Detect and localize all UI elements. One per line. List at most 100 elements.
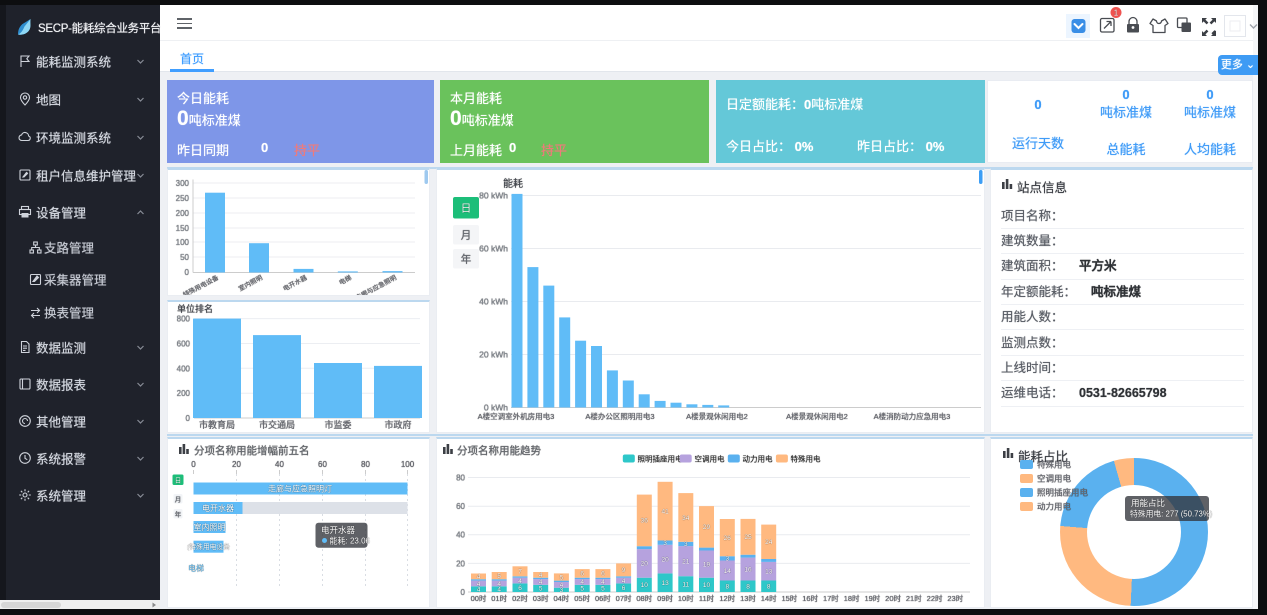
svg-text:300: 300 — [176, 179, 190, 188]
svg-text:100: 100 — [176, 238, 190, 247]
svg-text:4: 4 — [477, 574, 481, 581]
svg-text:13: 13 — [765, 569, 773, 576]
svg-text:22时: 22时 — [927, 593, 943, 603]
svg-text:4: 4 — [497, 587, 501, 594]
svg-text:20: 20 — [232, 460, 241, 469]
svg-text:8: 8 — [725, 584, 729, 591]
svg-text:4: 4 — [539, 579, 543, 586]
svg-text:07时: 07时 — [616, 593, 632, 603]
svg-text:3: 3 — [560, 587, 564, 594]
svg-text:7: 7 — [518, 569, 522, 576]
svg-text:市交通局: 市交通局 — [259, 419, 295, 429]
svg-text:13时: 13时 — [740, 593, 756, 603]
svg-text:年: 年 — [461, 253, 472, 266]
svg-text:月: 月 — [175, 495, 182, 503]
svg-text:10时: 10时 — [678, 593, 694, 603]
svg-text:5: 5 — [560, 574, 564, 581]
svg-text:6: 6 — [518, 585, 522, 592]
svg-text:日: 日 — [461, 203, 472, 215]
svg-text:9: 9 — [622, 567, 626, 574]
svg-text:17时: 17时 — [823, 593, 839, 603]
svg-text:6: 6 — [601, 571, 605, 578]
svg-text:用能占比: 用能占比 — [1131, 498, 1165, 508]
svg-text:29: 29 — [703, 524, 711, 531]
svg-text:06时: 06时 — [595, 593, 611, 603]
svg-text:0: 0 — [185, 268, 190, 277]
svg-text:走廊与应急照明灯: 走廊与应急照明灯 — [268, 483, 332, 493]
svg-text:19时: 19时 — [864, 593, 880, 603]
svg-text:电梯: 电梯 — [337, 273, 353, 287]
svg-text:A楼消防动力应急用电3: A楼消防动力应急用电3 — [874, 411, 951, 421]
svg-text:200: 200 — [176, 209, 190, 218]
svg-text:11: 11 — [682, 581, 689, 588]
svg-text:4: 4 — [622, 578, 626, 585]
svg-text:A楼空调室外机房用电3: A楼空调室外机房用电3 — [478, 411, 555, 421]
svg-text:10: 10 — [641, 582, 649, 589]
svg-text:日: 日 — [175, 477, 182, 485]
svg-text:03时: 03时 — [533, 593, 549, 603]
svg-text:60 kWh: 60 kWh — [479, 244, 508, 254]
svg-text:08时: 08时 — [636, 593, 652, 603]
svg-text:02时: 02时 — [512, 593, 528, 603]
svg-text:50: 50 — [180, 253, 189, 262]
svg-text:5: 5 — [497, 573, 501, 580]
svg-text:3: 3 — [663, 540, 667, 547]
svg-text:16: 16 — [744, 566, 752, 573]
svg-text:照明插座用电: 照明插座用电 — [1037, 488, 1089, 498]
svg-text:24: 24 — [765, 539, 773, 546]
svg-text:12时: 12时 — [719, 593, 735, 603]
svg-text:市政府: 市政府 — [384, 419, 411, 429]
svg-text:分项名称用能趋势: 分项名称用能趋势 — [457, 444, 541, 457]
svg-text:800: 800 — [177, 315, 191, 324]
svg-text:100: 100 — [401, 460, 415, 469]
svg-text:04时: 04时 — [553, 593, 569, 603]
svg-text:5: 5 — [601, 586, 605, 593]
svg-text:20 kWh: 20 kWh — [479, 350, 508, 360]
svg-text:5: 5 — [539, 586, 543, 593]
svg-text:能耗: 能耗 — [503, 177, 523, 190]
svg-text:室内照明: 室内照明 — [194, 522, 226, 532]
svg-text:10: 10 — [703, 582, 711, 589]
svg-text:05时: 05时 — [574, 593, 590, 603]
svg-text:6: 6 — [580, 571, 584, 578]
svg-text:80 kWh: 80 kWh — [479, 191, 508, 201]
svg-text:4: 4 — [580, 579, 584, 586]
svg-text:41: 41 — [661, 509, 669, 516]
svg-text:空调用电: 空调用电 — [695, 454, 725, 464]
svg-text:3: 3 — [725, 556, 729, 563]
svg-text:3: 3 — [684, 541, 688, 548]
svg-text:电开水器: 电开水器 — [281, 273, 309, 293]
svg-text:20时: 20时 — [885, 593, 901, 603]
svg-text:25: 25 — [744, 534, 752, 541]
svg-text:60: 60 — [318, 460, 327, 469]
svg-text:4: 4 — [539, 572, 543, 579]
svg-text:4: 4 — [518, 578, 522, 585]
svg-text:特殊用电: 特殊用电 — [791, 454, 821, 464]
svg-text:00时: 00时 — [471, 593, 487, 603]
svg-text:34: 34 — [682, 515, 690, 522]
svg-text:单位排名: 单位排名 — [177, 303, 213, 314]
svg-text:4: 4 — [477, 587, 481, 594]
svg-text:A楼办公区照明用电3: A楼办公区照明用电3 — [585, 411, 654, 421]
svg-text:月: 月 — [461, 230, 472, 242]
svg-text:电梯: 电梯 — [188, 563, 204, 573]
svg-text:市监委: 市监委 — [324, 419, 351, 429]
svg-text:20: 20 — [641, 561, 649, 568]
svg-text:动力用电: 动力用电 — [743, 454, 773, 464]
svg-text:特殊用电: 特殊用电 — [1037, 460, 1072, 470]
svg-text:16时: 16时 — [802, 593, 818, 603]
svg-text:200: 200 — [177, 389, 191, 398]
svg-text:18时: 18时 — [844, 593, 860, 603]
svg-text:36: 36 — [641, 518, 649, 525]
svg-text:40: 40 — [456, 531, 465, 540]
svg-text:4: 4 — [477, 581, 481, 588]
svg-text:动力用电: 动力用电 — [1037, 502, 1072, 512]
svg-text:分项名称用能增幅前五名: 分项名称用能增幅前五名 — [194, 444, 310, 457]
svg-text:市教育局: 市教育局 — [199, 419, 235, 429]
svg-text:0: 0 — [186, 414, 191, 423]
svg-text:年: 年 — [175, 509, 182, 518]
svg-text:能耗: 23.06: 能耗: 23.06 — [330, 535, 371, 545]
svg-text:01时: 01时 — [491, 593, 507, 603]
svg-text:室内照明: 室内照明 — [237, 273, 265, 293]
svg-text:5: 5 — [580, 586, 584, 593]
